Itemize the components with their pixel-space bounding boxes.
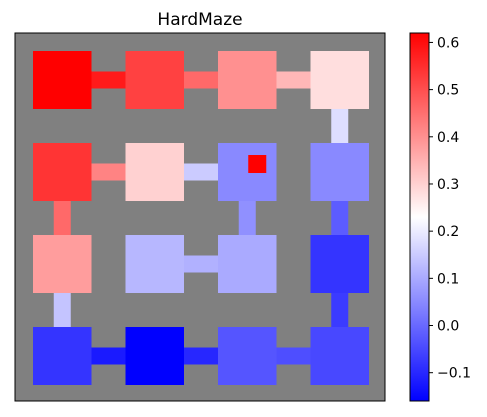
room-1-2: [218, 143, 277, 201]
corridor-5: [183, 163, 219, 181]
colorbar-tick-label: 0.3: [437, 177, 459, 193]
room-3-1: [125, 327, 184, 385]
colorbar-gradient: [409, 32, 430, 402]
room-1-1: [125, 143, 184, 201]
colorbar-tick-label: 0.0: [437, 319, 459, 335]
corridor-2: [275, 71, 312, 89]
goal-marker: [248, 155, 267, 173]
corridor-9: [183, 255, 219, 273]
corridor-3: [331, 108, 349, 144]
corridor-6: [238, 200, 256, 236]
colorbar-tick-label: −0.1: [437, 366, 471, 382]
corridor-10: [53, 292, 71, 328]
room-1-0: [33, 143, 92, 201]
colorbar-tick-label: 0.5: [437, 83, 459, 99]
room-2-1: [125, 235, 184, 293]
corridor-13: [183, 347, 219, 365]
corridor-7: [331, 200, 349, 236]
colorbar-tick-label: 0.2: [437, 224, 459, 240]
room-0-2: [218, 51, 277, 109]
room-3-0: [33, 327, 92, 385]
room-0-3: [310, 51, 369, 109]
room-2-3: [310, 235, 369, 293]
corridor-1: [183, 71, 219, 89]
room-1-3: [310, 143, 369, 201]
room-0-0: [33, 51, 92, 109]
corridor-14: [275, 347, 312, 365]
maze-frame: [14, 32, 386, 402]
room-3-3: [310, 327, 369, 385]
colorbar-tick-label: 0.4: [437, 130, 459, 146]
colorbar-tick-label: 0.1: [437, 271, 459, 287]
room-0-1: [125, 51, 184, 109]
corridor-11: [331, 292, 349, 328]
colorbar: −0.1 0.0 0.1 0.2 0.3 0.4 0.5 0.6: [409, 32, 471, 402]
room-2-0: [33, 235, 92, 293]
colorbar-tick-label: 0.6: [437, 35, 459, 51]
room-2-2: [218, 235, 277, 293]
corridor-12: [90, 347, 127, 365]
corridor-0: [90, 71, 127, 89]
maze-heatmap: [14, 32, 386, 402]
room-3-2: [218, 327, 277, 385]
corridor-8: [53, 200, 71, 236]
chart-title: HardMaze: [157, 10, 242, 30]
corridor-4: [90, 163, 127, 181]
